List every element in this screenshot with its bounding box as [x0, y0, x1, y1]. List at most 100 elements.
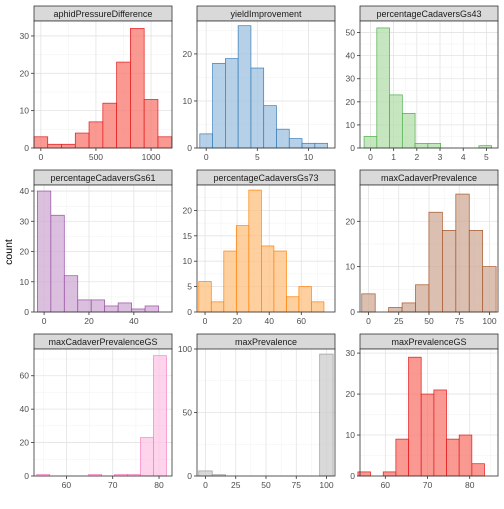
- facet-strip-label: percentageCadaversGs43: [376, 9, 481, 19]
- y-tick-label: 10: [183, 96, 193, 106]
- x-tick-label: 100: [482, 316, 496, 326]
- y-tick-label: 40: [20, 404, 30, 414]
- x-tick-label: 1: [391, 152, 396, 162]
- y-tick-label: 20: [20, 68, 30, 78]
- y-tick-label: 20: [183, 49, 193, 59]
- histogram-bar: [273, 250, 287, 313]
- y-tick-label: 60: [20, 371, 30, 381]
- facet-panel: percentageCadaversGs73 0 20 40 60 0 5 10 15 20: [183, 169, 336, 326]
- y-tick-label: 0: [350, 143, 355, 153]
- histogram-bar: [468, 230, 484, 313]
- x-tick-label: 50: [424, 316, 434, 326]
- y-tick-label: 10: [346, 430, 356, 440]
- histogram-bar: [388, 307, 403, 313]
- histogram-bar: [50, 214, 65, 313]
- x-tick-label: 0: [42, 316, 47, 326]
- y-tick-label: 20: [346, 97, 356, 107]
- x-tick-label: 75: [455, 316, 465, 326]
- y-tick-label: 0: [24, 471, 29, 481]
- histogram-bar: [131, 308, 146, 313]
- panel-border: [33, 184, 173, 313]
- histogram-bar: [458, 434, 473, 477]
- x-tick-label: 100: [319, 480, 333, 490]
- histogram-bar: [446, 438, 460, 477]
- histogram-bar: [311, 301, 325, 313]
- y-tick-label: 10: [20, 106, 30, 116]
- facet-panel: maxPrevalence 0 25 50 75 100 0 50 100: [178, 333, 336, 490]
- histogram-bar: [88, 121, 104, 149]
- histogram-bar: [471, 463, 485, 477]
- histogram-bar: [210, 301, 225, 313]
- x-tick-label: 25: [394, 316, 404, 326]
- facet-strip-label: aphidPressureDifference: [54, 9, 153, 19]
- facet-strip-label: yieldImprovement: [230, 9, 302, 19]
- histogram-bar: [235, 225, 250, 313]
- y-tick-label: 0: [24, 307, 29, 317]
- histogram-bar: [455, 193, 470, 313]
- y-tick-label: 0: [350, 307, 355, 317]
- facet-panel: maxCadaverPrevalence 0 25 50 75 100 0 10 20: [346, 169, 499, 326]
- histogram-bar: [288, 138, 303, 149]
- panel-border: [33, 20, 173, 149]
- histogram-bar: [260, 245, 275, 313]
- y-tick-label: 0: [24, 143, 29, 153]
- y-tick-label: 20: [346, 216, 356, 226]
- histogram-bar: [319, 353, 334, 477]
- histogram-bar: [198, 281, 212, 313]
- x-tick-label: 500: [89, 152, 103, 162]
- histogram-bar: [482, 266, 497, 313]
- histogram-bar: [104, 305, 119, 313]
- y-tick-label: 10: [346, 120, 356, 130]
- facet-panel: aphidPressureDifference 0 500 1000 0 10 20 30: [20, 5, 173, 162]
- y-tick-label: 100: [178, 344, 192, 354]
- histogram-bar: [143, 99, 159, 149]
- panel-border: [359, 348, 499, 477]
- facet-strip-label: maxPrevalence: [235, 337, 297, 347]
- x-tick-label: 75: [292, 480, 302, 490]
- histogram-bar: [63, 275, 79, 313]
- histogram-bar: [157, 136, 173, 149]
- histogram-bar: [130, 28, 145, 149]
- histogram-bar: [361, 293, 376, 313]
- histogram-bar: [363, 136, 378, 149]
- histogram-bar: [61, 143, 76, 149]
- y-tick-label: 30: [20, 31, 30, 41]
- y-tick-label: 20: [346, 389, 356, 399]
- histogram-bar: [102, 102, 117, 149]
- x-tick-label: 2: [414, 152, 419, 162]
- histogram-bar: [301, 142, 316, 149]
- histogram-bar: [298, 286, 312, 313]
- histogram-bar: [223, 250, 237, 313]
- histogram-bar: [140, 437, 154, 477]
- y-tick-label: 0: [350, 471, 355, 481]
- facet-panel: maxCadaverPrevalenceGS 60 70 80 0 20 40 60: [20, 333, 173, 490]
- y-tick-label: 20: [20, 438, 30, 448]
- x-tick-label: 60: [62, 480, 72, 490]
- x-tick-label: 60: [381, 480, 391, 490]
- y-tick-label: 20: [20, 247, 30, 257]
- x-tick-label: 60: [297, 316, 307, 326]
- histogram-bar: [47, 143, 62, 149]
- x-tick-label: 0: [203, 316, 208, 326]
- y-tick-label: 0: [187, 307, 192, 317]
- y-tick-label: 0: [187, 143, 192, 153]
- histogram-bar: [212, 62, 226, 149]
- facet-strip-label: percentageCadaversGs61: [50, 173, 155, 183]
- histogram-bar: [428, 211, 443, 313]
- histogram-bar: [116, 61, 131, 149]
- histogram-bar: [117, 302, 132, 313]
- x-tick-label: 0: [203, 480, 208, 490]
- x-tick-label: 3: [438, 152, 443, 162]
- y-tick-label: 15: [183, 231, 193, 241]
- facet-panel: maxPrevalenceGS 60 70 80 0 10 20 30: [346, 333, 499, 490]
- y-axis-title: count: [3, 239, 15, 265]
- x-tick-label: 5: [484, 152, 489, 162]
- histogram-bar: [153, 355, 167, 477]
- x-tick-label: 80: [465, 480, 475, 490]
- histogram-bar: [37, 190, 52, 313]
- x-tick-label: 20: [84, 316, 94, 326]
- x-tick-label: 40: [129, 316, 139, 326]
- x-tick-label: 0: [368, 152, 373, 162]
- facet-panel: percentageCadaversGs61 0 20 40 0 10 20 30 40: [20, 169, 173, 326]
